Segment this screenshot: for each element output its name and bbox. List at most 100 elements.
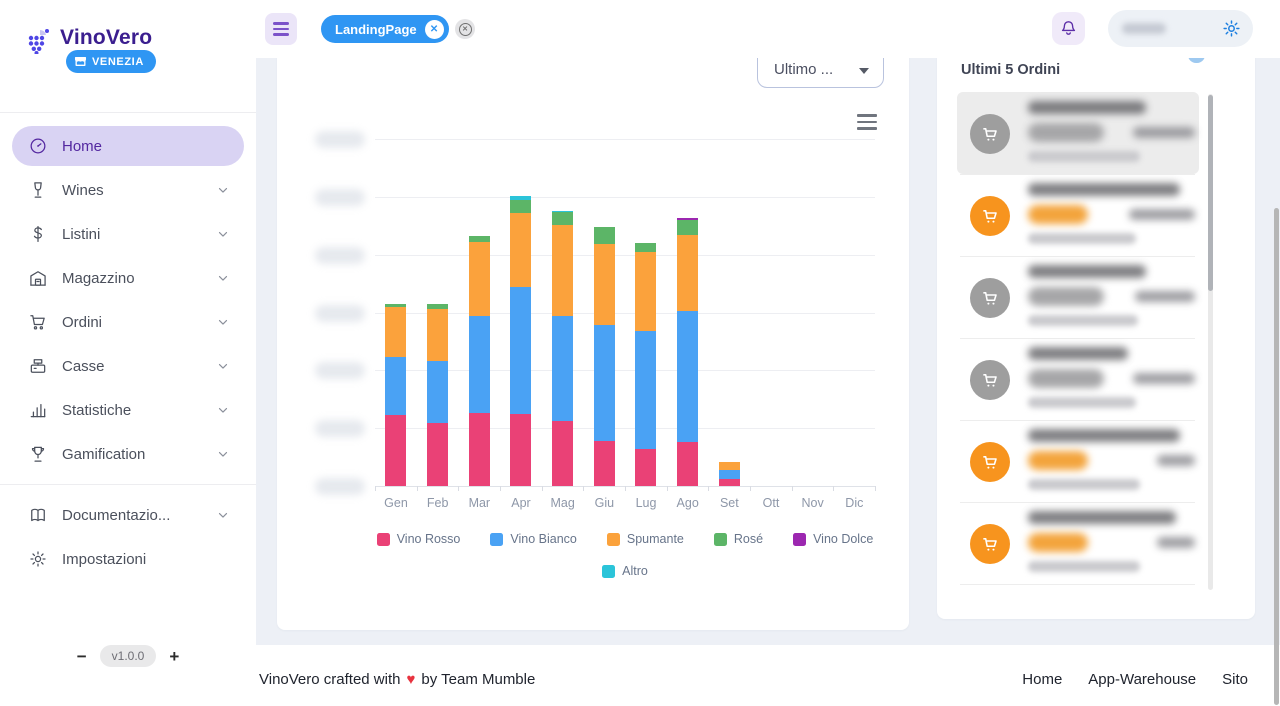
- y-gridline: [375, 139, 875, 140]
- orders-scrollbar-thumb[interactable]: [1208, 95, 1213, 291]
- bar-segment-spumante[interactable]: [385, 306, 407, 358]
- bar-segment-vino-rosso[interactable]: [510, 414, 532, 486]
- legend-item-altro[interactable]: Altro: [602, 564, 648, 578]
- x-axis-tick: [500, 486, 501, 491]
- sidebar-item-statistiche[interactable]: Statistiche: [12, 390, 244, 430]
- location-badge[interactable]: VENEZIA: [66, 50, 156, 73]
- tab-landingpage[interactable]: LandingPage ✕: [321, 15, 449, 43]
- sidebar-item-gamification[interactable]: Gamification: [12, 434, 244, 474]
- close-tab-icon[interactable]: ✕: [424, 19, 444, 39]
- bar-segment-vino-rosso[interactable]: [593, 440, 615, 486]
- bar-segment-spumante[interactable]: [718, 462, 740, 470]
- stacked-bar-ago[interactable]: [677, 218, 698, 486]
- bar-segment-spumante[interactable]: [593, 243, 615, 325]
- period-select[interactable]: Ultimo ...: [757, 58, 884, 88]
- stacked-bar-mag[interactable]: [552, 211, 573, 486]
- bar-segment-vino-bianco[interactable]: [385, 357, 407, 416]
- bar-segment-vino-rosso[interactable]: [468, 413, 490, 486]
- stacked-bar-gen[interactable]: [385, 304, 407, 486]
- order-list-item[interactable]: [957, 174, 1199, 256]
- bar-segment-vino-rosso[interactable]: [718, 478, 740, 486]
- stacked-bar-set[interactable]: [718, 462, 740, 486]
- bar-segment-spumante[interactable]: [510, 212, 532, 287]
- order-list-item[interactable]: [957, 256, 1199, 338]
- stacked-bar-giu[interactable]: [593, 226, 615, 486]
- legend-label: Vino Dolce: [813, 532, 874, 546]
- bar-segment-vino-bianco[interactable]: [635, 331, 657, 449]
- notifications-button[interactable]: [1052, 12, 1085, 45]
- bar-segment-spumante[interactable]: [677, 234, 698, 311]
- orders-scrollbar-track[interactable]: [1208, 94, 1213, 590]
- orders-refresh-icon[interactable]: [1188, 58, 1205, 63]
- order-list-item[interactable]: [957, 92, 1199, 174]
- bar-segment-spumante[interactable]: [427, 309, 448, 362]
- bar-segment-vino-bianco[interactable]: [427, 361, 448, 423]
- bar-segment-vino-rosso[interactable]: [427, 423, 448, 486]
- bar-segment-vino-rosso[interactable]: [635, 449, 657, 486]
- location-badge-label: VENEZIA: [92, 55, 144, 68]
- stacked-bar-feb[interactable]: [427, 303, 448, 486]
- bar-segment-spumante[interactable]: [635, 251, 657, 331]
- page-scrollbar-thumb[interactable]: [1274, 208, 1279, 705]
- version-decrement-button[interactable]: −: [76, 646, 87, 666]
- stacked-bar-lug[interactable]: [635, 242, 657, 486]
- chevron-down-icon: [216, 227, 230, 241]
- order-status-badge-redacted: [1028, 205, 1088, 224]
- settings-gear-icon[interactable]: [1221, 18, 1242, 39]
- stacked-bar-apr[interactable]: [510, 195, 532, 486]
- bar-segment-rosé[interactable]: [510, 199, 532, 213]
- brand-logo[interactable]: VinoVero: [26, 26, 152, 54]
- bar-segment-rosé[interactable]: [593, 226, 615, 244]
- sidebar-item-home[interactable]: Home: [12, 126, 244, 166]
- bar-segment-rosé[interactable]: [385, 304, 407, 307]
- chart-menu-button[interactable]: [857, 114, 877, 130]
- legend-item-vino-dolce[interactable]: Vino Dolce: [793, 532, 873, 546]
- footer-credit-suffix: by Team Mumble: [421, 671, 536, 688]
- legend-item-rosé[interactable]: Rosé: [713, 532, 763, 546]
- order-list-item[interactable]: [957, 420, 1199, 502]
- footer-link-appwarehouse[interactable]: App-Warehouse: [1088, 671, 1197, 688]
- sidebar-item-magazzino[interactable]: Magazzino: [12, 258, 244, 298]
- bar-segment-altro[interactable]: [552, 211, 573, 213]
- sidebar-item-impostazioni[interactable]: Impostazioni: [12, 539, 244, 579]
- wine-icon: [28, 180, 48, 200]
- sidebar-item-label: Statistiche: [62, 401, 132, 419]
- sidebar-toggle-button[interactable]: [265, 13, 297, 45]
- bar-segment-vino-rosso[interactable]: [552, 421, 573, 486]
- bar-segment-vino-bianco[interactable]: [677, 310, 698, 442]
- bar-segment-spumante[interactable]: [468, 241, 490, 316]
- sidebar-item-casse[interactable]: Casse: [12, 346, 244, 386]
- order-list-item[interactable]: [957, 338, 1199, 420]
- bar-segment-vino-dolce[interactable]: [677, 218, 698, 220]
- bar-segment-vino-bianco[interactable]: [593, 324, 615, 441]
- sidebar-item-listini[interactable]: Listini: [12, 214, 244, 254]
- sidebar-item-wines[interactable]: Wines: [12, 170, 244, 210]
- bar-segment-spumante[interactable]: [552, 225, 573, 316]
- footer-link-sito[interactable]: Sito: [1222, 671, 1248, 688]
- sidebar-item-ordini[interactable]: Ordini: [12, 302, 244, 342]
- bar-segment-rosé[interactable]: [427, 303, 448, 310]
- bar-segment-vino-bianco[interactable]: [552, 315, 573, 422]
- bar-segment-vino-rosso[interactable]: [677, 442, 698, 486]
- footer-link-home[interactable]: Home: [1022, 671, 1063, 688]
- bar-segment-altro[interactable]: [510, 195, 532, 200]
- bar-segment-rosé[interactable]: [552, 212, 573, 226]
- close-all-tabs-button[interactable]: ✕: [455, 19, 475, 39]
- bar-segment-vino-rosso[interactable]: [385, 415, 407, 486]
- sidebar-item-documentazio[interactable]: Documentazio...: [12, 495, 244, 535]
- legend-item-spumante[interactable]: Spumante: [606, 532, 684, 546]
- stacked-bar-mar[interactable]: [468, 236, 490, 486]
- sidebar-item-label: Listini: [62, 225, 101, 243]
- order-list-item[interactable]: [957, 502, 1199, 584]
- bar-segment-vino-bianco[interactable]: [718, 469, 740, 479]
- legend-item-vino-rosso[interactable]: Vino Rosso: [376, 532, 460, 546]
- order-cart-icon: [970, 114, 1010, 154]
- version-increment-button[interactable]: +: [169, 646, 180, 666]
- search-input[interactable]: [1108, 10, 1253, 47]
- bar-segment-vino-bianco[interactable]: [468, 315, 490, 414]
- bar-segment-rosé[interactable]: [635, 242, 657, 252]
- bar-segment-vino-bianco[interactable]: [510, 286, 532, 415]
- bar-segment-rosé[interactable]: [468, 236, 490, 242]
- bar-segment-rosé[interactable]: [677, 219, 698, 235]
- legend-item-vino-bianco[interactable]: Vino Bianco: [490, 532, 577, 546]
